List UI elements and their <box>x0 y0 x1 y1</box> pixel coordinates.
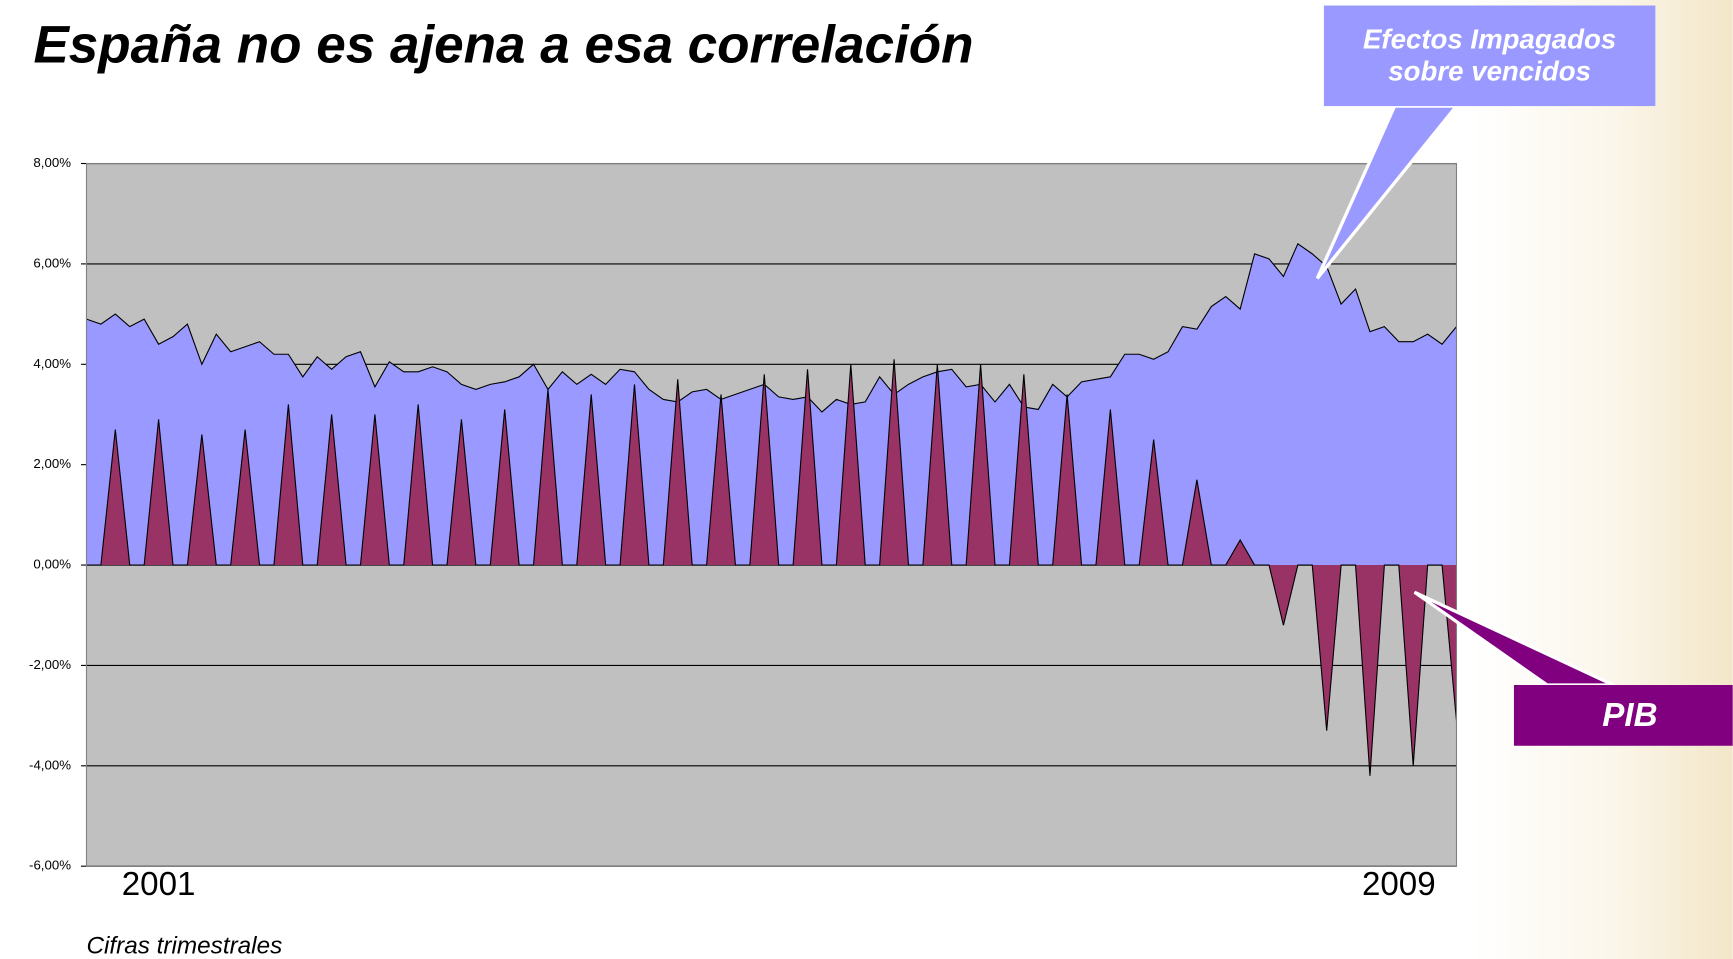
y-tick-label: 2,00% <box>33 456 71 471</box>
callout-box <box>1513 685 1733 746</box>
y-tick-label: 4,00% <box>33 356 71 371</box>
callout-box <box>1323 5 1656 107</box>
area-outline <box>86 359 1458 776</box>
series-label: Efectos Impagados sobre vencidos <box>1362 23 1617 87</box>
y-tick-label: -2,00% <box>29 657 71 672</box>
series-label: PIB <box>1602 696 1658 734</box>
y-tick-label: -4,00% <box>29 757 71 772</box>
y-tick-label: -6,00% <box>29 858 71 873</box>
x-tick-label: 2009 <box>1362 866 1436 903</box>
y-tick-label: 0,00% <box>33 557 71 572</box>
callout-text-box: Efectos Impagados sobre vencidos <box>1362 23 1617 87</box>
background-decoration <box>1469 0 1733 959</box>
area <box>86 359 1457 776</box>
area-outline <box>86 242 1457 413</box>
x-tick-label: 2001 <box>122 866 196 903</box>
subtitle: Cifras trimestrales <box>86 932 282 959</box>
y-tick-label: 6,00% <box>33 255 71 270</box>
plot-border <box>85 162 1458 867</box>
callout-text-box: PIB <box>1602 696 1658 734</box>
y-tick-label: 8,00% <box>33 155 71 170</box>
plot-area: -6,00% -4,00% -2,00% 0,00% 2,00% 4,00% 6,00% 8,… <box>29 155 1458 903</box>
chart-title: España no es ajena a esa correlación <box>33 16 973 75</box>
